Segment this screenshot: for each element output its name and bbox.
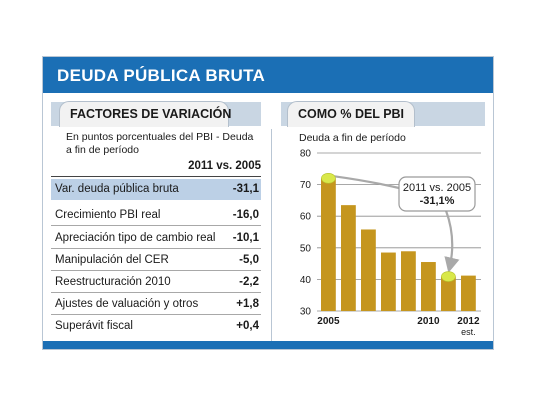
bottom-strip: [43, 341, 493, 349]
bar: [361, 229, 376, 311]
x-tick-label: 2012: [457, 316, 480, 327]
factor-row: Ajustes de valuación y otros +1,8: [51, 294, 261, 315]
y-tick-label: 60: [300, 212, 312, 223]
bar: [401, 251, 416, 311]
factor-row: Var. deuda pública bruta -31,1: [51, 179, 261, 200]
y-tick-label: 70: [300, 180, 312, 191]
highlight-marker: [441, 271, 456, 282]
left-tab-label: FACTORES DE VARIACIÓN: [70, 107, 232, 121]
y-tick-label: 30: [300, 307, 312, 318]
annotation-line: [334, 175, 400, 190]
bar: [461, 275, 476, 311]
factor-row: Apreciación tipo de cambio real -10,1: [51, 228, 261, 249]
row-divider: [51, 225, 261, 226]
factor-label: Ajustes de valuación y otros: [55, 298, 199, 310]
factor-label: Manipulación del CER: [55, 254, 169, 266]
factor-label: Reestructuración 2010: [55, 276, 171, 288]
bar: [341, 205, 356, 311]
factor-label: Crecimiento PBI real: [55, 209, 161, 221]
highlight-marker: [321, 172, 336, 184]
factor-row: Manipulación del CER -5,0: [51, 250, 261, 271]
left-note-line1: En puntos porcentuales del PBI - Deuda: [66, 131, 254, 143]
chart-subtitle: Deuda a fin de período: [299, 132, 406, 144]
row-divider: [51, 270, 261, 271]
factor-value: -16,0: [232, 209, 259, 221]
infographic-frame: DEUDA PÚBLICA BRUTA FACTORES DE VARIACIÓ…: [42, 56, 494, 350]
bar: [421, 262, 436, 311]
factor-row: Crecimiento PBI real -16,0: [51, 205, 261, 226]
row-divider: [51, 248, 261, 249]
factor-label: Superávit fiscal: [55, 320, 133, 332]
right-tab-label: COMO % DEL PBI: [298, 107, 405, 121]
y-tick-label: 40: [300, 275, 312, 286]
column-header: 2011 vs. 2005: [188, 160, 261, 172]
x-tick-label: 2005: [317, 316, 340, 327]
factor-value: +0,4: [236, 320, 259, 332]
row-divider: [51, 292, 261, 293]
annotation-arrow: [444, 210, 460, 273]
factor-label: Var. deuda pública bruta: [55, 183, 179, 195]
row-divider: [51, 314, 261, 315]
factor-value: -5,0: [239, 254, 259, 266]
y-tick-label: 50: [300, 243, 312, 254]
column-header-rule: [51, 176, 261, 177]
bar: [381, 252, 396, 311]
tab-como-pct-pbi: COMO % DEL PBI: [287, 101, 415, 127]
factor-row: Reestructuración 2010 -2,2: [51, 272, 261, 293]
left-note: En puntos porcentuales del PBI - Deuda a…: [66, 131, 276, 157]
factor-value: -10,1: [232, 232, 259, 244]
x-tick-sublabel: est.: [461, 327, 476, 337]
title-bar: DEUDA PÚBLICA BRUTA: [43, 57, 493, 93]
factor-value: -31,1: [232, 183, 259, 195]
bar: [441, 276, 456, 311]
annotation-line1: 2011 vs. 2005: [403, 182, 471, 194]
annotation-box: [398, 176, 476, 212]
factor-value: -2,2: [239, 276, 259, 288]
bar: [321, 178, 336, 311]
factor-label: Apreciación tipo de cambio real: [55, 232, 216, 244]
annotation-line2: -31,1%: [420, 195, 455, 207]
panel-divider: [271, 129, 272, 341]
left-note-line2: a fin de período: [66, 144, 139, 156]
tab-factores-de-variacion: FACTORES DE VARIACIÓN: [59, 101, 232, 127]
factor-value: +1,8: [236, 298, 259, 310]
page-title: DEUDA PÚBLICA BRUTA: [57, 66, 266, 85]
x-tick-label: 2010: [417, 316, 440, 327]
y-tick-label: 80: [300, 149, 312, 160]
factor-row: Superávit fiscal +0,4: [51, 316, 261, 337]
